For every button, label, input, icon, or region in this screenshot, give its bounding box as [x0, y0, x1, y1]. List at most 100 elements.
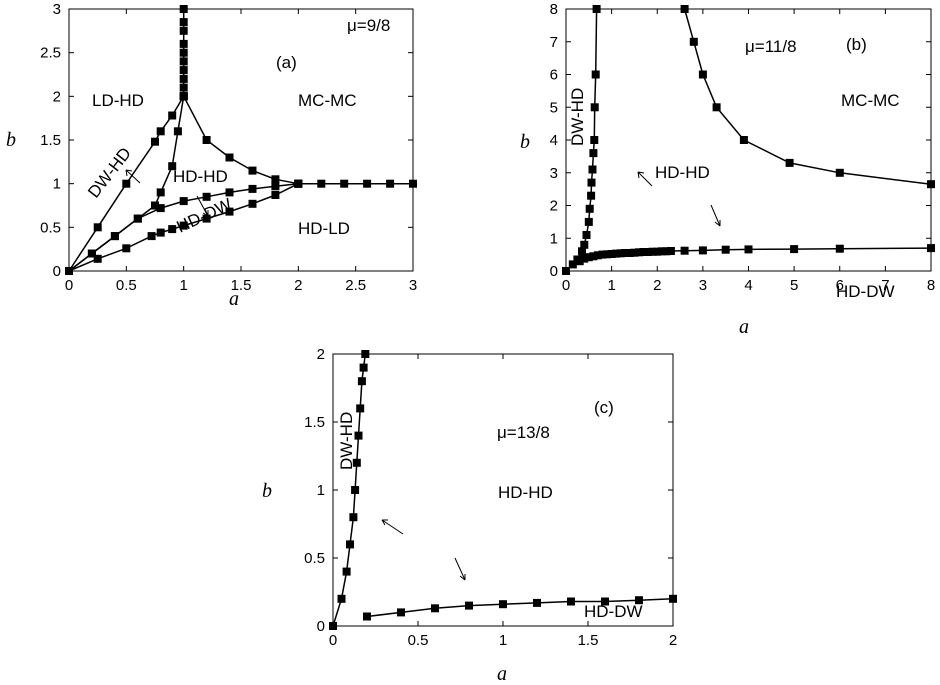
panel-c-data-point [342, 567, 351, 576]
panel-c-data-point [361, 350, 370, 358]
panel-c-data-point [465, 601, 473, 610]
panel-a-data-point [93, 254, 102, 263]
panel-c-arrow-up [381, 519, 404, 535]
panel-b-data-point [927, 244, 935, 253]
panel-a-data-point [179, 92, 188, 101]
panel-c-arrowhead-up [381, 519, 388, 526]
panel-c-data-point [346, 540, 354, 549]
panel-a-data-point [271, 175, 280, 184]
panel-c-data-point [356, 404, 365, 413]
panel-b-data-point [689, 37, 698, 46]
panel-a-data-point [168, 225, 177, 234]
panel-b-data-point [580, 240, 589, 249]
panel-c-data-point [567, 597, 575, 606]
panel-b-data-point [587, 178, 596, 187]
panel-b-data-point [680, 246, 689, 255]
panel-b-data-point [644, 248, 653, 256]
panel-a-xtick-label: 1.5 [231, 277, 252, 294]
panel-a-ytick-label: 1.5 [40, 132, 61, 149]
panel-b-ytick-label: 0 [550, 263, 558, 280]
panel-b-series-line [565, 8, 598, 272]
panel-a-data-point [173, 127, 182, 136]
panel-b-xtick-label: 2 [653, 277, 661, 294]
panel-b-xtick-label: 4 [744, 277, 752, 294]
panel-b-data-point [592, 5, 601, 13]
panel-a-mu-annotation: μ=9/8 [347, 16, 390, 35]
panel-a-data-point [156, 188, 165, 197]
panel-a-data-point [147, 232, 156, 241]
panel-c-data-point [329, 622, 337, 630]
panel-b-data-point [680, 5, 689, 13]
panel-a-data-point [168, 162, 177, 171]
panel-c-mu-annotation: μ=13/8 [497, 423, 550, 442]
panel-b-data-point [584, 217, 593, 226]
panel-b-data-point [712, 103, 721, 112]
panel-b-ytick-label: 2 [550, 198, 558, 215]
panel-b-ytick-label: 4 [550, 132, 558, 149]
panel-c-data-point [359, 363, 368, 372]
panel-a-data-point [248, 166, 257, 175]
panel-b-data-point [585, 204, 594, 213]
panel-c: 0 0.5 1 1.5 200.511.52 a b μ=13/8 (c) DW-HD … [262, 346, 677, 685]
panel-a-data-point [156, 127, 165, 136]
panel-a-data-point [225, 188, 234, 197]
panel-a-arrowhead-down [202, 210, 209, 217]
panel-b-data-point [580, 254, 589, 263]
panel-a-data-point [122, 244, 131, 253]
panel-b-data-point [589, 252, 598, 261]
panel-b-data-point [593, 251, 602, 260]
panel-a-data-point [65, 267, 73, 275]
panel-b-arrow-up [637, 171, 653, 187]
panel-a-xtick-label: 0.5 [116, 277, 137, 294]
panel-b-data-point [662, 247, 671, 256]
panel-a-data-point [225, 153, 234, 162]
panel-b-data-point [612, 249, 621, 258]
panel-a-data-point [179, 66, 188, 75]
panel-b-ytick-label: 3 [550, 165, 558, 182]
panel-a-xtick-label: 2.5 [345, 277, 366, 294]
panel-a-ytick-label: 2.5 [40, 45, 61, 62]
panel-a-xtick-label: 0 [65, 277, 73, 294]
panel-a-data-point [179, 74, 188, 83]
panel-a-data-point [202, 136, 211, 144]
panel-b-data-point [698, 246, 707, 255]
panel-c-ytick-label: 0.5 [304, 550, 325, 567]
panel-b-xlabel: a [739, 316, 749, 338]
panel-b-data-point [603, 250, 612, 259]
panel-b-label: (b) [846, 35, 867, 54]
panel-c-region-dw-hd: DW-HD [337, 412, 356, 470]
panel-c-data-point [357, 377, 366, 386]
panel-c-xlabel: a [497, 663, 507, 685]
panel-b-data-point [607, 250, 616, 258]
panel-b-xtick-label: 0 [562, 277, 570, 294]
panel-b-data-point [927, 180, 935, 189]
panel-a-data-point [179, 48, 188, 57]
panel-b-data-point [598, 250, 607, 259]
panel-a-data-point [151, 201, 159, 210]
panel-b-data-point [578, 247, 586, 256]
panel-b-data-point [588, 165, 597, 174]
panel-b-data-point [790, 245, 799, 254]
panel-a-xlabel: a [229, 288, 239, 310]
panel-a-data-point [87, 249, 96, 258]
panel-c-data-point [601, 597, 609, 606]
panel-c-arrowhead-down [459, 574, 466, 581]
panel-c-data-point [499, 600, 507, 609]
panel-a-data-point [294, 179, 303, 188]
panel-b-data-point [568, 260, 577, 269]
panel-b-ytick-label: 7 [550, 34, 558, 51]
panel-b-data-point [739, 136, 748, 144]
panel-b-xtick-label: 8 [927, 277, 935, 294]
panel-c-ytick-label: 2 [317, 346, 325, 363]
panel-b-ytick-label: 6 [550, 67, 558, 84]
panel-a-data-point [179, 5, 188, 13]
panel-b-data-point [666, 247, 675, 255]
panel-a-label: (a) [276, 53, 297, 72]
panel-a-data-point [133, 214, 142, 223]
panel-c-xtick-label: 1.5 [578, 632, 599, 649]
panel-a-xtick-label: 2 [294, 277, 302, 294]
panel-a-data-point [122, 179, 131, 188]
panel-b-data-point [590, 103, 599, 112]
panel-b-data-point [785, 158, 794, 167]
